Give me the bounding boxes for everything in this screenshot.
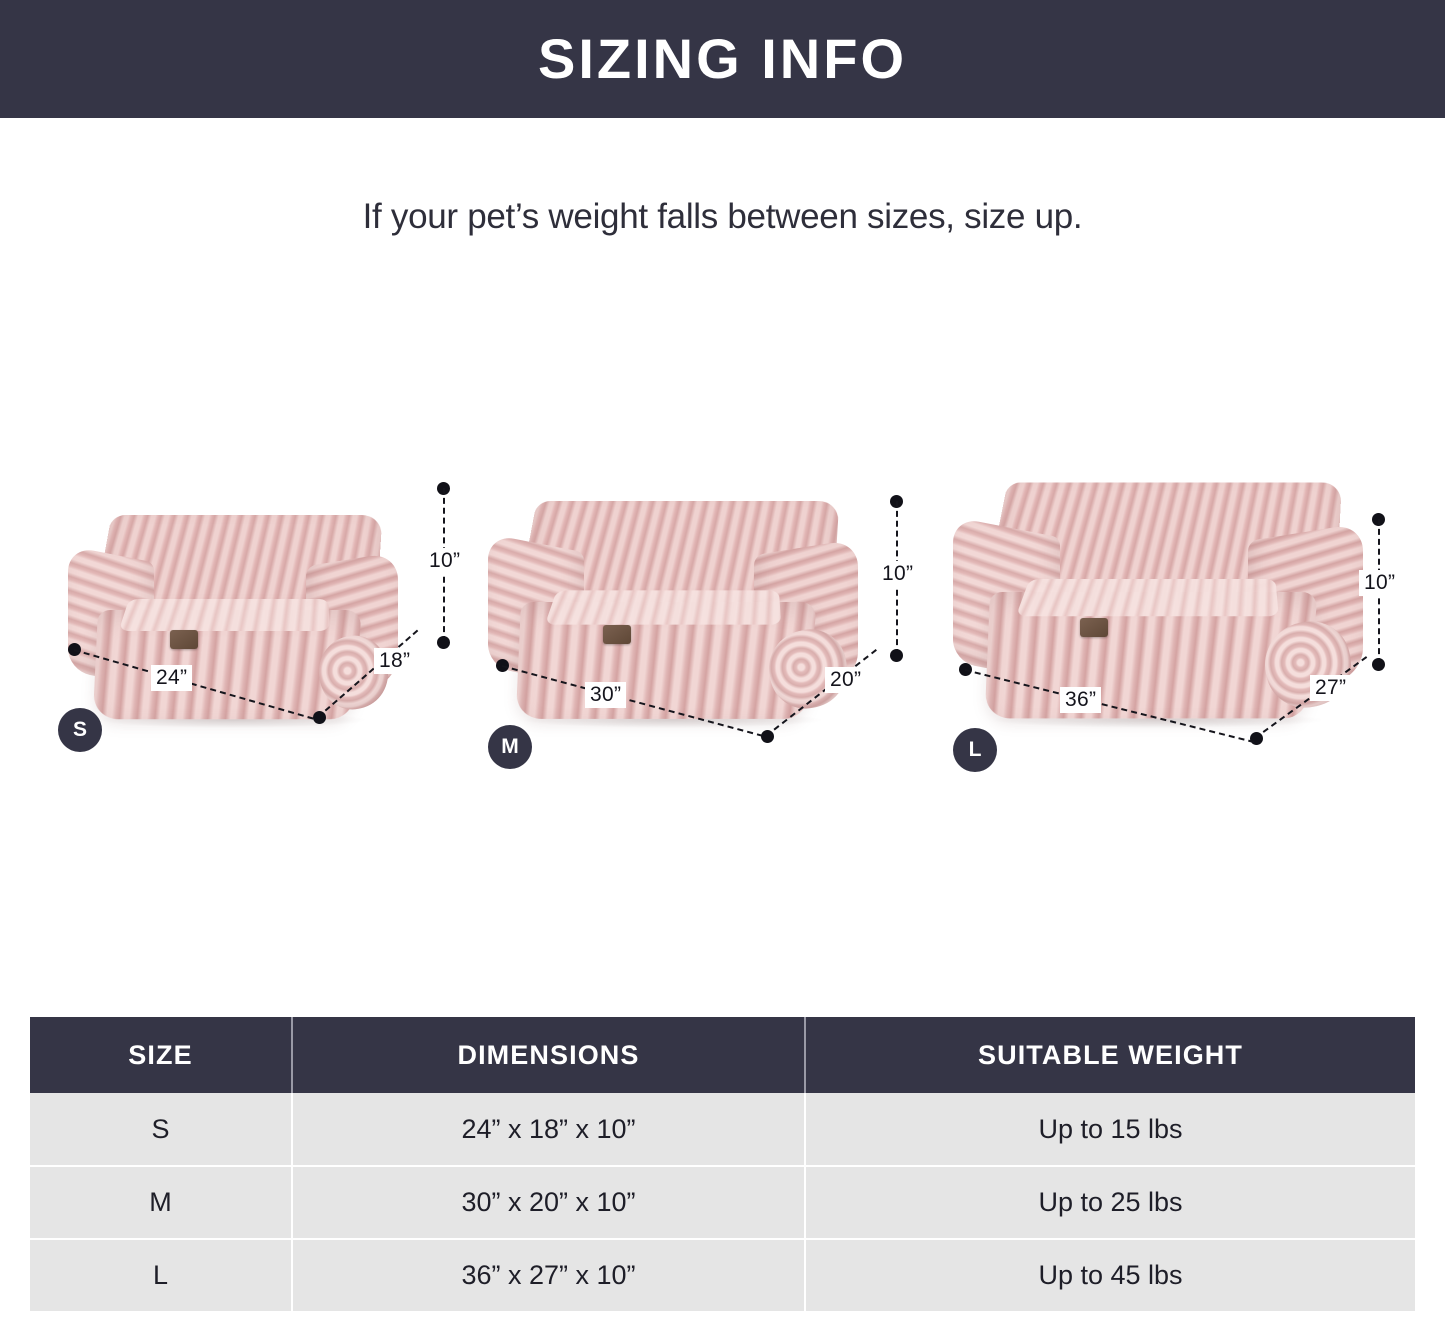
pet-bed-illustration-l (953, 472, 1363, 728)
dim-label-depth-s: 18” (374, 648, 416, 674)
cell-size-l: L (30, 1239, 293, 1313)
size-badge-m: M (488, 725, 532, 769)
table-row: S 24” x 18” x 10” Up to 15 lbs (30, 1093, 1415, 1167)
dim-label-width-l: 36” (1060, 687, 1102, 713)
column-header-dimensions: DIMENSIONS (292, 1017, 806, 1093)
product-size-l: 10” 27” 36” L (935, 440, 1415, 790)
brand-leather-tag-icon (1080, 618, 1109, 637)
column-header-size: SIZE (30, 1017, 293, 1093)
dim-dot-width-start-m (496, 659, 509, 672)
cell-dims-l: 36” x 27” x 10” (292, 1239, 806, 1313)
table-header: SIZE DIMENSIONS SUITABLE WEIGHT (30, 1017, 1415, 1093)
dim-label-height-s: 10” (424, 548, 466, 574)
header-bar: SIZING INFO (0, 0, 1445, 118)
column-header-weight: SUITABLE WEIGHT (805, 1017, 1415, 1093)
dim-label-width-m: 30” (585, 682, 627, 708)
cell-size-m: M (30, 1166, 293, 1240)
brand-leather-tag-icon (602, 624, 631, 644)
dim-dot-width-start-s (68, 643, 81, 656)
pet-bed-illustration-m (488, 492, 858, 728)
page-title: SIZING INFO (538, 27, 907, 90)
dim-dot-height-bottom-l (1372, 658, 1385, 671)
size-chart-table: SIZE DIMENSIONS SUITABLE WEIGHT S 24” x … (30, 1017, 1415, 1313)
dim-dot-height-bottom-s (437, 636, 450, 649)
dim-dot-depth-end-m (761, 730, 774, 743)
bed-seat-surface (118, 598, 330, 631)
cell-weight-l: Up to 45 lbs (805, 1239, 1415, 1313)
product-showcase: 10” 18” 24” S 10” 20” 30” (0, 440, 1445, 790)
table-row: M 30” x 20” x 10” Up to 25 lbs (30, 1166, 1415, 1240)
cell-dims-m: 30” x 20” x 10” (292, 1166, 806, 1240)
size-badge-l: L (953, 728, 997, 772)
cell-weight-m: Up to 25 lbs (805, 1166, 1415, 1240)
bed-seat-surface (544, 590, 782, 625)
cell-weight-s: Up to 15 lbs (805, 1093, 1415, 1167)
dim-dot-depth-end-s (313, 711, 326, 724)
table-body: S 24” x 18” x 10” Up to 15 lbs M 30” x 2… (30, 1093, 1415, 1313)
dim-dot-width-start-l (959, 663, 972, 676)
dim-dot-height-bottom-m (890, 649, 903, 662)
table-row: L 36” x 27” x 10” Up to 45 lbs (30, 1239, 1415, 1313)
dim-label-height-l: 10” (1359, 570, 1401, 596)
product-size-s: 10” 18” 24” S (40, 440, 480, 790)
table-header-row: SIZE DIMENSIONS SUITABLE WEIGHT (30, 1017, 1415, 1093)
cell-dims-s: 24” x 18” x 10” (292, 1093, 806, 1167)
dim-label-width-s: 24” (151, 665, 193, 691)
bed-seat-surface (1015, 579, 1279, 617)
pet-bed-illustration-s (68, 507, 398, 728)
brand-leather-tag-icon (170, 629, 199, 649)
sizing-advice-text: If your pet’s weight falls between sizes… (362, 197, 1083, 236)
dim-dot-depth-end-l (1250, 732, 1263, 745)
dim-label-depth-l: 27” (1310, 675, 1352, 701)
cell-size-s: S (30, 1093, 293, 1167)
dim-label-depth-m: 20” (825, 667, 867, 693)
subtitle-section: If your pet’s weight falls between sizes… (0, 118, 1445, 238)
size-badge-s: S (58, 708, 102, 752)
dim-label-height-m: 10” (877, 561, 919, 587)
product-size-m: 10” 20” 30” M (470, 440, 930, 790)
